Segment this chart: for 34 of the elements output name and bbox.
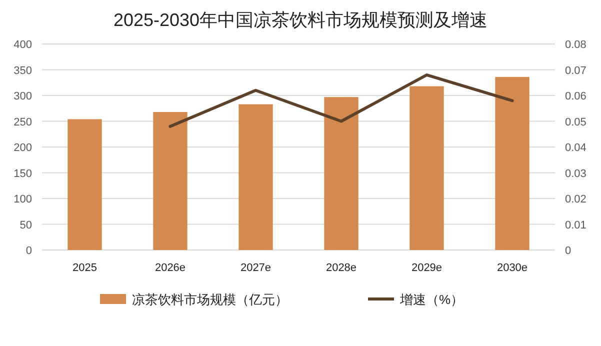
y-tick-label: 200	[14, 142, 32, 154]
chart-title: 2025-2030年中国凉茶饮料市场规模预测及增速	[113, 10, 488, 30]
y2-tick-label: 0.08	[565, 39, 586, 51]
y-tick-label: 0	[26, 245, 32, 257]
x-tick-label: 2025	[72, 262, 97, 274]
x-tick-label: 2027e	[240, 262, 272, 274]
bar	[153, 112, 188, 250]
y2-tick-label: 0.01	[565, 219, 586, 232]
legend-label: 增速（%）	[399, 292, 464, 307]
x-tick-label: 2029e	[411, 262, 442, 274]
y2-tick-label: 0.03	[565, 168, 586, 180]
y2-tick-label: 0.06	[565, 90, 586, 102]
line-series	[168, 73, 514, 128]
y-tick-label: 250	[14, 116, 32, 128]
bar	[410, 86, 444, 250]
y2-tick-label: 0.05	[565, 116, 586, 128]
y2-tick-label: 0.02	[565, 194, 586, 206]
bar	[495, 76, 530, 250]
y-tick-label: 100	[14, 194, 32, 206]
y-tick-label: 300	[14, 90, 32, 102]
y-tick-label: 150	[14, 168, 32, 180]
y-tick-label: 50	[20, 219, 32, 232]
y2-tick-label: 0.04	[565, 142, 586, 154]
legend-label: 凉茶饮料市场规模（亿元）	[132, 292, 288, 307]
bar	[68, 119, 102, 250]
y2-tick-label: 0	[565, 245, 572, 257]
y-tick-label: 350	[14, 64, 32, 77]
x-tick-label: 2028e	[326, 262, 357, 274]
x-tick-label: 2030e	[496, 262, 528, 274]
y-tick-label: 400	[14, 39, 32, 51]
y2-tick-label: 0.07	[565, 64, 586, 77]
bar	[238, 104, 273, 250]
x-tick-label: 2026e	[154, 262, 186, 274]
bar	[324, 97, 358, 250]
